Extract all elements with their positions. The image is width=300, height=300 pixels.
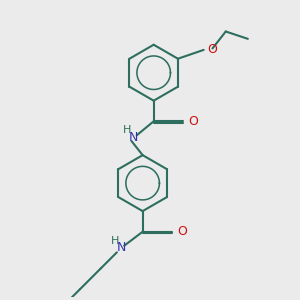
Text: H: H <box>123 125 131 135</box>
Text: O: O <box>177 225 187 238</box>
Text: H: H <box>110 236 119 245</box>
Text: O: O <box>188 115 198 128</box>
Text: O: O <box>207 44 217 56</box>
Text: N: N <box>117 242 126 254</box>
Text: N: N <box>129 131 139 144</box>
